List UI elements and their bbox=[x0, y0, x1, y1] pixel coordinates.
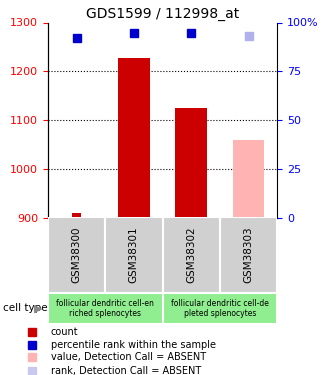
Text: cell type: cell type bbox=[3, 303, 48, 313]
Text: GSM38300: GSM38300 bbox=[72, 227, 82, 283]
Text: GSM38303: GSM38303 bbox=[244, 226, 253, 284]
Bar bbox=[233, 140, 264, 218]
Text: GSM38301: GSM38301 bbox=[129, 226, 139, 284]
Text: value, Detection Call = ABSENT: value, Detection Call = ABSENT bbox=[51, 352, 206, 362]
Text: rank, Detection Call = ABSENT: rank, Detection Call = ABSENT bbox=[51, 366, 201, 375]
Bar bbox=[48, 217, 105, 292]
Bar bbox=[162, 292, 277, 324]
Text: ▶: ▶ bbox=[34, 303, 43, 313]
Bar bbox=[105, 217, 162, 292]
Bar bbox=[48, 292, 162, 324]
Title: GDS1599 / 112998_at: GDS1599 / 112998_at bbox=[86, 8, 239, 21]
Text: GSM38302: GSM38302 bbox=[186, 226, 196, 284]
Bar bbox=[176, 108, 207, 218]
Text: follicular dendritic cell-de
pleted splenocytes: follicular dendritic cell-de pleted sple… bbox=[171, 299, 269, 318]
Text: count: count bbox=[51, 327, 79, 337]
Bar bbox=[162, 217, 220, 292]
Bar bbox=[220, 217, 277, 292]
Bar bbox=[118, 58, 149, 217]
Text: follicular dendritic cell-en
riched splenocytes: follicular dendritic cell-en riched sple… bbox=[56, 299, 154, 318]
Bar bbox=[72, 213, 81, 217]
Text: percentile rank within the sample: percentile rank within the sample bbox=[51, 340, 216, 350]
